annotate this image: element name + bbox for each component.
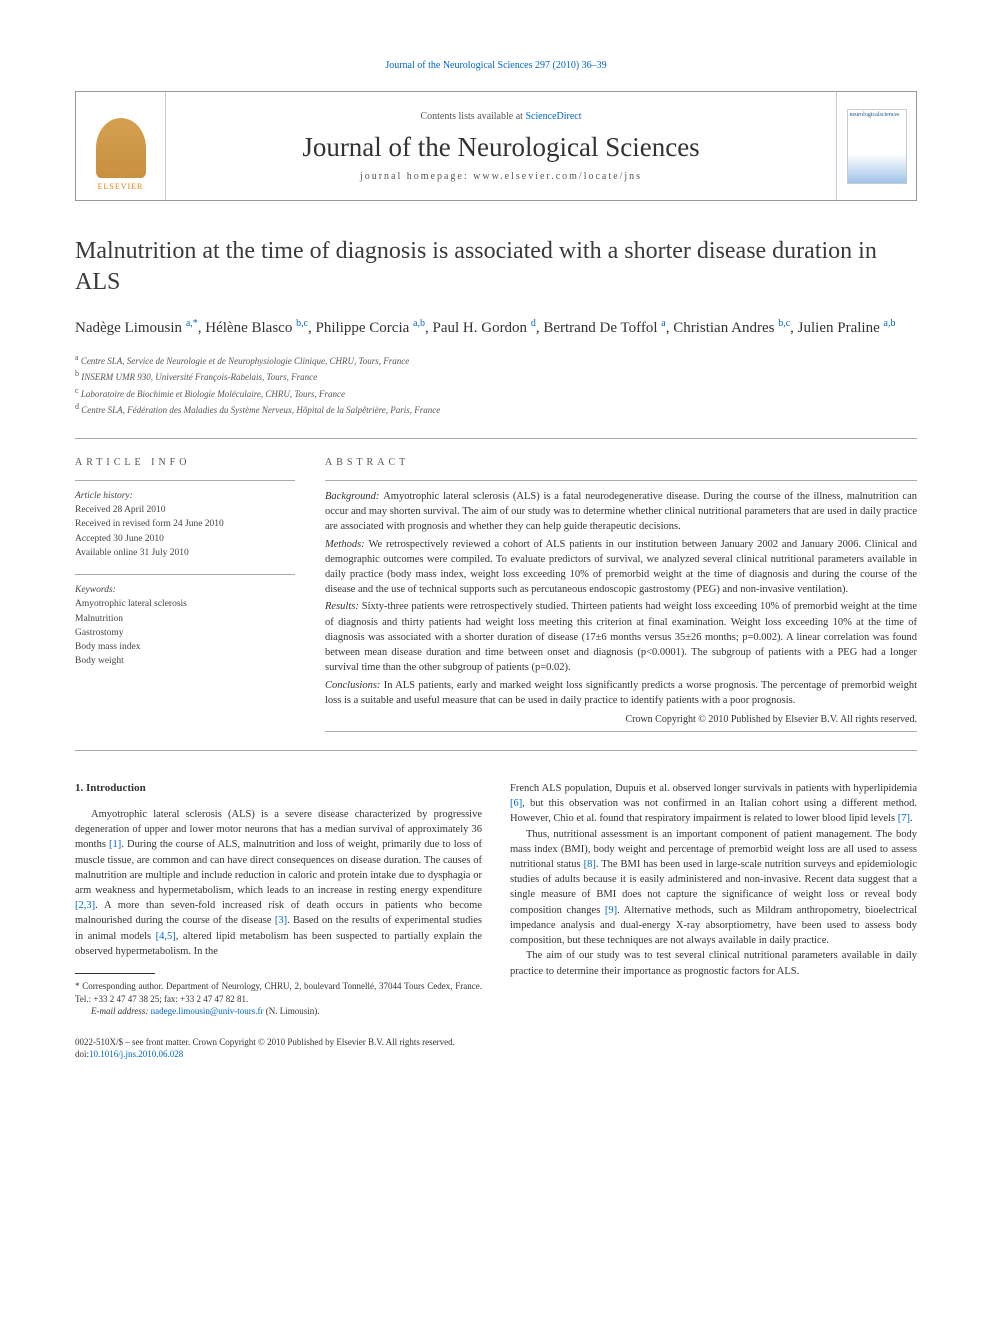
publisher-name: ELSEVIER	[98, 182, 144, 191]
doi-label: doi:	[75, 1049, 89, 1059]
publisher-logo-box: ELSEVIER	[76, 92, 166, 200]
abstract-section: Results: Sixty-three patients were retro…	[325, 599, 917, 675]
footnote-divider	[75, 973, 155, 974]
divider	[75, 480, 295, 481]
paragraph: French ALS population, Dupuis et al. obs…	[510, 781, 917, 827]
contents-line: Contents lists available at ScienceDirec…	[420, 111, 581, 122]
elsevier-tree-icon	[96, 118, 146, 178]
history-line: Received 28 April 2010	[75, 503, 295, 517]
section-heading: 1. Introduction	[75, 781, 482, 797]
divider	[325, 480, 917, 481]
column-left: 1. Introduction Amyotrophic lateral scle…	[75, 781, 482, 1018]
article-history: Article history: Received 28 April 2010R…	[75, 489, 295, 560]
affiliation: d Centre SLA, Fédération des Maladies du…	[75, 401, 917, 418]
abstract-section-label: Results:	[325, 601, 362, 612]
citation[interactable]: [4,5]	[156, 931, 176, 942]
abstract-text: Background: Amyotrophic lateral sclerosi…	[325, 489, 917, 708]
journal-name: Journal of the Neurological Sciences	[302, 132, 699, 163]
author-list: Nadège Limousin a,*, Hélène Blasco b,c, …	[75, 316, 917, 340]
journal-homepage: journal homepage: www.elsevier.com/locat…	[360, 171, 642, 182]
column-right: French ALS population, Dupuis et al. obs…	[510, 781, 917, 1018]
citation[interactable]: [1]	[109, 839, 121, 850]
affiliation: a Centre SLA, Service de Neurologie et d…	[75, 352, 917, 369]
header-center: Contents lists available at ScienceDirec…	[166, 92, 836, 200]
abstract-section-label: Background:	[325, 491, 383, 502]
abstract-heading: ABSTRACT	[325, 457, 917, 468]
running-head-link[interactable]: Journal of the Neurological Sciences 297…	[75, 60, 917, 71]
divider	[325, 731, 917, 732]
cover-image: neurologicalsciences	[847, 109, 907, 184]
history-line: Accepted 30 June 2010	[75, 532, 295, 546]
article-title: Malnutrition at the time of diagnosis is…	[75, 236, 917, 298]
keyword: Body mass index	[75, 640, 295, 654]
divider	[75, 750, 917, 751]
bottom-meta: 0022-510X/$ – see front matter. Crown Co…	[75, 1036, 917, 1061]
keywords-block: Keywords: Amyotrophic lateral sclerosisM…	[75, 583, 295, 669]
email-link[interactable]: nadege.limousin@univ-tours.fr	[151, 1006, 264, 1016]
citation[interactable]: [6]	[510, 798, 522, 809]
affiliation: c Laboratoire de Biochimie et Biologie M…	[75, 385, 917, 402]
corresponding-author-footnote: * Corresponding author. Department of Ne…	[75, 980, 482, 1018]
citation[interactable]: [2,3]	[75, 900, 95, 911]
abstract-section-label: Methods:	[325, 539, 368, 550]
paragraph: Thus, nutritional assessment is an impor…	[510, 827, 917, 949]
history-line: Received in revised form 24 June 2010	[75, 517, 295, 531]
citation[interactable]: [3]	[275, 915, 287, 926]
copyright-line: 0022-510X/$ – see front matter. Crown Co…	[75, 1036, 917, 1049]
affiliations: a Centre SLA, Service de Neurologie et d…	[75, 352, 917, 418]
contents-prefix: Contents lists available at	[420, 111, 525, 122]
body-columns: 1. Introduction Amyotrophic lateral scle…	[75, 781, 917, 1018]
journal-cover-thumb: neurologicalsciences	[836, 92, 916, 200]
article-info: ARTICLE INFO Article history: Received 2…	[75, 457, 295, 732]
keyword: Gastrostomy	[75, 626, 295, 640]
abstract-section: Methods: We retrospectively reviewed a c…	[325, 537, 917, 598]
email-suffix: (N. Limousin).	[266, 1006, 320, 1016]
journal-header: ELSEVIER Contents lists available at Sci…	[75, 91, 917, 201]
history-label: Article history:	[75, 489, 295, 503]
abstract: ABSTRACT Background: Amyotrophic lateral…	[325, 457, 917, 732]
info-abstract-row: ARTICLE INFO Article history: Received 2…	[75, 457, 917, 732]
divider	[75, 574, 295, 575]
paragraph: The aim of our study was to test several…	[510, 948, 917, 978]
abstract-copyright: Crown Copyright © 2010 Published by Else…	[325, 714, 917, 725]
citation[interactable]: [9]	[605, 905, 617, 916]
affiliation: b INSERM UMR 930, Université François-Ra…	[75, 368, 917, 385]
divider	[75, 438, 917, 439]
paragraph: Amyotrophic lateral sclerosis (ALS) is a…	[75, 807, 482, 959]
citation[interactable]: [8]	[584, 859, 596, 870]
keyword: Body weight	[75, 654, 295, 668]
page: Journal of the Neurological Sciences 297…	[0, 0, 992, 1101]
abstract-section: Conclusions: In ALS patients, early and …	[325, 678, 917, 708]
abstract-section: Background: Amyotrophic lateral sclerosi…	[325, 489, 917, 535]
citation[interactable]: [7]	[898, 813, 910, 824]
article-info-heading: ARTICLE INFO	[75, 457, 295, 468]
doi-link[interactable]: 10.1016/j.jns.2010.06.028	[89, 1049, 183, 1059]
elsevier-logo: ELSEVIER	[86, 101, 156, 191]
abstract-section-label: Conclusions:	[325, 680, 384, 691]
footnote-text: * Corresponding author. Department of Ne…	[75, 980, 482, 1005]
sciencedirect-link[interactable]: ScienceDirect	[525, 111, 581, 122]
email-label: E-mail address:	[91, 1006, 148, 1016]
history-line: Available online 31 July 2010	[75, 546, 295, 560]
keyword: Amyotrophic lateral sclerosis	[75, 597, 295, 611]
keywords-label: Keywords:	[75, 583, 295, 597]
keyword: Malnutrition	[75, 612, 295, 626]
